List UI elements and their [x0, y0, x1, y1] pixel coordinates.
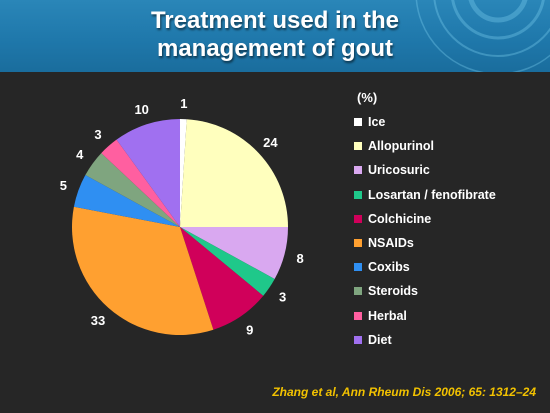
legend-swatch	[354, 311, 362, 320]
slide-title-line1: Treatment used in the	[150, 7, 400, 34]
legend-label: Losartan / fenofibrate	[368, 187, 496, 202]
decorative-rings	[415, 0, 550, 72]
legend-item: Coxibs	[354, 255, 496, 279]
pie-slice-diet	[116, 119, 180, 227]
data-label: 9	[246, 323, 253, 338]
data-label: 3	[279, 290, 286, 305]
legend-item: Diet	[354, 328, 496, 352]
legend-label: Steroids	[368, 284, 419, 299]
pie-slice-ice	[180, 119, 187, 227]
legend-label: NSAIDs	[368, 236, 414, 251]
legend-item: NSAIDs	[354, 231, 496, 255]
legend-swatch	[354, 190, 362, 199]
legend-swatch	[354, 214, 362, 223]
legend-swatch	[354, 263, 362, 272]
legend-swatch	[354, 142, 362, 151]
slide-title-line2: management of gout	[156, 35, 393, 62]
legend-swatch	[354, 287, 362, 296]
data-label: 3	[94, 127, 101, 142]
pie-slice-losartan-fenofibrate	[180, 227, 275, 296]
legend-label: Coxibs	[368, 260, 410, 275]
pie-slice-coxibs	[73, 174, 180, 227]
legend-swatch	[354, 335, 362, 344]
legend-swatch	[354, 239, 362, 248]
slide-title: Treatment used in the management of gout	[0, 7, 550, 63]
legend-label: Herbal	[368, 308, 407, 323]
chart-legend: Ice Allopurinol Uricosuric Losartan / fenof…	[354, 110, 496, 352]
pie-slice-allopurinol	[180, 119, 288, 227]
data-label: 10	[134, 102, 148, 117]
legend-item: Losartan / fenofibrate	[354, 183, 496, 207]
legend-item: Ice	[354, 110, 496, 134]
title-banner: Treatment used in the management of gout	[0, 0, 550, 72]
pie-slice-colchicine	[180, 227, 264, 330]
pie-slice-herbal	[101, 139, 180, 227]
data-label: 8	[296, 251, 303, 266]
data-label: 5	[60, 178, 67, 193]
legend-swatch	[354, 166, 362, 175]
legend-label: Uricosuric	[368, 163, 430, 178]
data-label: 1	[180, 96, 187, 111]
legend-label: Allopurinol	[368, 139, 434, 154]
legend-unit-label: (%)	[357, 90, 378, 105]
citation: Zhang et al, Ann Rheum Dis 2006; 65: 131…	[272, 385, 536, 399]
legend-item: Allopurinol	[354, 134, 496, 158]
legend-label: Ice	[368, 115, 386, 130]
legend-label: Colchicine	[368, 211, 432, 226]
legend-item: Colchicine	[354, 207, 496, 231]
pie-slice-nsaids	[71, 206, 214, 336]
data-label: 24	[263, 135, 278, 150]
data-label: 4	[76, 147, 84, 162]
data-label: 33	[91, 313, 105, 328]
legend-item: Herbal	[354, 304, 496, 328]
legend-item: Uricosuric	[354, 158, 496, 182]
legend-item: Steroids	[354, 279, 496, 303]
pie-slice-steroids	[85, 153, 180, 227]
legend-swatch	[354, 118, 362, 127]
legend-label: Diet	[368, 332, 392, 347]
pie-slice-uricosuric	[180, 227, 288, 280]
